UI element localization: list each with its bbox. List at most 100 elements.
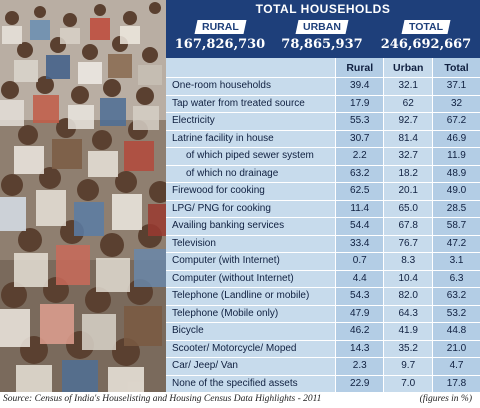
row-label: of which no drainage xyxy=(166,165,336,183)
urban-households-value: 78,865,937 xyxy=(281,37,363,52)
cell-rural: 0.7 xyxy=(335,252,384,271)
table-row: Electricity 55.3 92.7 67.2 xyxy=(166,112,480,131)
cell-urban: 67.8 xyxy=(383,217,433,236)
cell-total: 37.1 xyxy=(432,77,480,96)
cell-total: 32 xyxy=(432,95,480,113)
total-households-value: 246,692,667 xyxy=(380,37,472,52)
table-row: One-room households 39.4 32.1 37.1 xyxy=(166,77,480,96)
rural-label: RURAL xyxy=(201,21,239,33)
cell-rural: 4.4 xyxy=(335,270,384,288)
cell-urban: 76.7 xyxy=(383,235,433,253)
cell-rural: 33.4 xyxy=(335,235,384,253)
cell-urban: 18.2 xyxy=(383,165,433,183)
row-label: Scooter/ Motorcycle/ Moped xyxy=(166,340,336,358)
cell-total: 3.1 xyxy=(432,252,480,271)
table-row: of which piped sewer system 2.2 32.7 11.9 xyxy=(166,147,480,166)
cell-total: 63.2 xyxy=(432,287,480,306)
table-row: Computer (without Internet) 4.4 10.4 6.3 xyxy=(166,270,480,288)
cell-urban: 82.0 xyxy=(383,287,433,306)
table-row: of which no drainage 63.2 18.2 48.9 xyxy=(166,165,480,183)
table-row: Telephone (Mobile only) 47.9 64.3 53.2 xyxy=(166,305,480,323)
cell-total: 58.7 xyxy=(432,217,480,236)
row-label: Tap water from treated source xyxy=(166,95,336,113)
cell-total: 21.0 xyxy=(432,340,480,358)
cell-rural: 54.4 xyxy=(335,217,384,236)
table-row: Firewood for cooking 62.5 20.1 49.0 xyxy=(166,182,480,201)
cell-total: 46.9 xyxy=(432,130,480,148)
cell-rural: 55.3 xyxy=(335,112,384,131)
table-header-row: Rural Urban Total xyxy=(166,58,480,78)
column-header-urban: Urban xyxy=(383,58,433,78)
row-label: of which piped sewer system xyxy=(166,147,336,166)
row-label: Television xyxy=(166,235,336,253)
cell-urban: 10.4 xyxy=(383,270,433,288)
cell-total: 6.3 xyxy=(432,270,480,288)
table-row: Scooter/ Motorcycle/ Moped 14.3 35.2 21.0 xyxy=(166,340,480,358)
total-label: TOTAL xyxy=(408,21,444,33)
cell-urban: 8.3 xyxy=(383,252,433,271)
column-header-total: Total xyxy=(432,58,480,78)
cell-urban: 20.1 xyxy=(383,182,433,201)
row-label: None of the specified assets xyxy=(166,375,336,393)
crowd-photo xyxy=(0,0,166,392)
cell-total: 17.8 xyxy=(432,375,480,393)
row-label: One-room households xyxy=(166,77,336,96)
table-row: Latrine facility in house 30.7 81.4 46.9 xyxy=(166,130,480,148)
table-row: LPG/ PNG for cooking 11.4 65.0 28.5 xyxy=(166,200,480,218)
table-row: Tap water from treated source 17.9 62 32 xyxy=(166,95,480,113)
column-header-rural: Rural xyxy=(335,58,384,78)
row-label: Computer (with Internet) xyxy=(166,252,336,271)
row-label: LPG/ PNG for cooking xyxy=(166,200,336,218)
cell-urban: 32.7 xyxy=(383,147,433,166)
cell-rural: 2.2 xyxy=(335,147,384,166)
stats-panel: TOTAL HOUSEHOLDS RURAL 167,826,730 URBAN… xyxy=(166,0,480,393)
cell-rural: 22.9 xyxy=(335,375,384,393)
cell-rural: 11.4 xyxy=(335,200,384,218)
cell-rural: 39.4 xyxy=(335,77,384,96)
households-header: TOTAL HOUSEHOLDS RURAL 167,826,730 URBAN… xyxy=(166,0,480,58)
cell-urban: 65.0 xyxy=(383,200,433,218)
cell-urban: 64.3 xyxy=(383,305,433,323)
total-group: TOTAL 246,692,667 xyxy=(374,17,478,52)
source-note: Source: Census of India's Houselisting a… xyxy=(3,394,322,404)
cell-rural: 63.2 xyxy=(335,165,384,183)
crowd-illustration xyxy=(0,0,166,392)
row-label: Telephone (Mobile only) xyxy=(166,305,336,323)
row-label: Firewood for cooking xyxy=(166,182,336,201)
urban-label: URBAN xyxy=(303,21,341,33)
cell-total: 49.0 xyxy=(432,182,480,201)
cell-urban: 9.7 xyxy=(383,357,433,376)
cell-total: 53.2 xyxy=(432,305,480,323)
cell-urban: 35.2 xyxy=(383,340,433,358)
row-label: Car/ Jeep/ Van xyxy=(166,357,336,376)
cell-rural: 17.9 xyxy=(335,95,384,113)
cell-rural: 62.5 xyxy=(335,182,384,201)
row-label: Electricity xyxy=(166,112,336,131)
census-table: Rural Urban Total One-room households 39.… xyxy=(166,58,480,393)
units-note: (figures in %) xyxy=(419,394,472,404)
cell-rural: 54.3 xyxy=(335,287,384,306)
table-row: Telephone (Landline or mobile) 54.3 82.0 63… xyxy=(166,287,480,306)
cell-total: 11.9 xyxy=(432,147,480,166)
cell-rural: 2.3 xyxy=(335,357,384,376)
cell-total: 47.2 xyxy=(432,235,480,253)
table-row: Car/ Jeep/ Van 2.3 9.7 4.7 xyxy=(166,357,480,376)
table-row: Bicycle 46.2 41.9 44.8 xyxy=(166,322,480,341)
cell-rural: 47.9 xyxy=(335,305,384,323)
cell-urban: 32.1 xyxy=(383,77,433,96)
rural-group: RURAL 167,826,730 xyxy=(170,17,270,52)
rural-households-value: 167,826,730 xyxy=(174,37,266,52)
cell-urban: 62 xyxy=(383,95,433,113)
table-row: Availing banking services 54.4 67.8 58.7 xyxy=(166,217,480,236)
cell-total: 67.2 xyxy=(432,112,480,131)
table-row: Computer (with Internet) 0.7 8.3 3.1 xyxy=(166,252,480,271)
cell-rural: 30.7 xyxy=(335,130,384,148)
cell-rural: 14.3 xyxy=(335,340,384,358)
row-label: Bicycle xyxy=(166,322,336,341)
footer: Source: Census of India's Houselisting a… xyxy=(0,392,480,408)
cell-total: 28.5 xyxy=(432,200,480,218)
cell-rural: 46.2 xyxy=(335,322,384,341)
row-label: Availing banking services xyxy=(166,217,336,236)
cell-urban: 81.4 xyxy=(383,130,433,148)
